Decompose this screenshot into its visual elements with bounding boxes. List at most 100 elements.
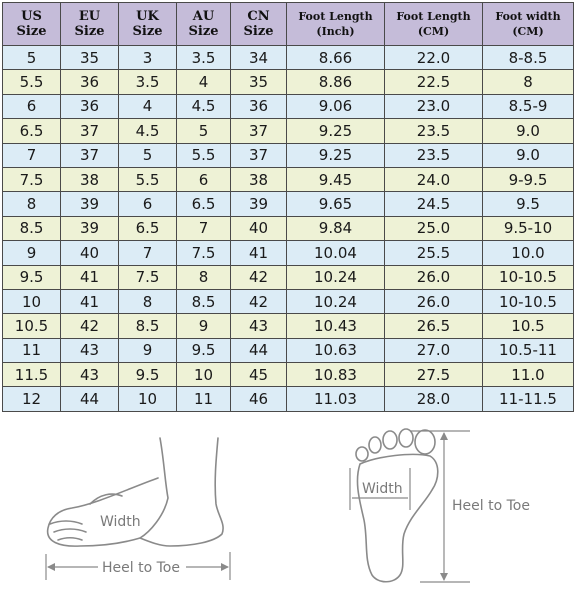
table-cell: 46 bbox=[230, 386, 287, 412]
table-cell: 39 bbox=[230, 191, 287, 217]
table-cell: 8 bbox=[176, 264, 231, 290]
table-cell: 9.65 bbox=[286, 191, 385, 217]
table-row: 12 44 10 11 46 11.03 28.0 11-11.5 bbox=[2, 386, 574, 412]
column-header-line2: (CM) bbox=[512, 25, 544, 38]
table-cell: 41 bbox=[60, 288, 119, 315]
table-cell: 41 bbox=[230, 240, 287, 266]
table-cell: 11 bbox=[2, 337, 61, 364]
table-row: 9 40 7 7.5 41 10.04 25.5 10.0 bbox=[2, 240, 574, 266]
side-toe-3 bbox=[57, 536, 83, 541]
big-toe bbox=[414, 429, 436, 455]
table-cell: 9-9.5 bbox=[482, 166, 574, 193]
table-cell: 4.5 bbox=[176, 93, 231, 120]
table-cell: 7 bbox=[118, 240, 177, 266]
table-cell: 39 bbox=[60, 191, 119, 217]
table-cell: 3.5 bbox=[176, 44, 231, 71]
column-header: Foot Length (Inch) bbox=[286, 2, 385, 46]
table-cell: 8.5 bbox=[118, 313, 177, 339]
table-cell: 10.63 bbox=[286, 337, 385, 364]
table-cell: 3.5 bbox=[118, 69, 177, 95]
table-cell: 10.04 bbox=[286, 240, 385, 266]
table-cell: 44 bbox=[230, 337, 287, 364]
column-header: US Size bbox=[2, 2, 61, 46]
size-chart-header: US Size EU Size UK Size AU Size CN Size Foot Lengt… bbox=[2, 2, 574, 46]
table-cell: 6.5 bbox=[118, 215, 177, 242]
table-cell: 6 bbox=[118, 191, 177, 217]
table-row: 11.5 43 9.5 10 45 10.83 27.5 11.0 bbox=[2, 362, 574, 388]
table-cell: 43 bbox=[60, 337, 119, 364]
table-cell: 28.0 bbox=[384, 386, 483, 412]
column-header-line1: CN bbox=[247, 9, 270, 24]
table-cell: 10.24 bbox=[286, 264, 385, 290]
table-cell: 25.5 bbox=[384, 240, 483, 266]
sole-outline bbox=[356, 453, 439, 583]
size-chart-body: 5 35 3 3.5 34 8.66 22.0 8-8.5 5.5 36 3.5 4 35 8.86 22.… bbox=[2, 44, 574, 412]
table-cell: 10.0 bbox=[482, 240, 574, 266]
table-cell: 25.0 bbox=[384, 215, 483, 242]
table-cell: 42 bbox=[60, 313, 119, 339]
table-cell: 5.5 bbox=[2, 69, 61, 95]
table-cell: 11 bbox=[176, 386, 231, 412]
table-cell: 5 bbox=[176, 118, 231, 144]
column-header-line1: EU bbox=[78, 9, 101, 24]
table-cell: 8.66 bbox=[286, 44, 385, 71]
table-cell: 24.5 bbox=[384, 191, 483, 217]
side-toe-1 bbox=[49, 520, 83, 525]
table-cell: 22.0 bbox=[384, 44, 483, 71]
table-cell: 7 bbox=[2, 142, 61, 168]
table-cell: 10.5-11 bbox=[482, 337, 574, 364]
sole-width-label: Width bbox=[362, 481, 403, 497]
sole-view-width-arrow bbox=[349, 468, 411, 510]
table-cell: 10.5 bbox=[482, 313, 574, 339]
table-cell: 40 bbox=[60, 240, 119, 266]
column-header: EU Size bbox=[60, 2, 119, 46]
table-row: 7 37 5 5.5 37 9.25 23.5 9.0 bbox=[2, 142, 574, 168]
table-cell: 8.5 bbox=[176, 288, 231, 315]
table-cell: 11.5 bbox=[2, 362, 61, 388]
table-cell: 23.0 bbox=[384, 93, 483, 120]
table-cell: 41 bbox=[60, 264, 119, 290]
table-cell: 40 bbox=[230, 215, 287, 242]
table-cell: 36 bbox=[230, 93, 287, 120]
table-cell: 8-8.5 bbox=[482, 44, 574, 71]
table-cell: 4.5 bbox=[118, 118, 177, 144]
side-toe-2 bbox=[53, 528, 87, 533]
table-cell: 39 bbox=[60, 215, 119, 242]
side-view-length-arrow bbox=[45, 552, 231, 580]
table-cell: 10.24 bbox=[286, 288, 385, 315]
table-cell: 27.5 bbox=[384, 362, 483, 388]
table-cell: 4 bbox=[176, 69, 231, 95]
table-cell: 36 bbox=[60, 93, 119, 120]
column-header: UK Size bbox=[118, 2, 177, 46]
table-cell: 7.5 bbox=[176, 240, 231, 266]
column-header-line1: Foot width bbox=[495, 10, 561, 23]
column-header-line2: Size bbox=[16, 24, 47, 39]
toe-2 bbox=[398, 428, 414, 448]
toe-3 bbox=[382, 430, 398, 450]
column-header-line2: Size bbox=[74, 24, 105, 39]
table-cell: 9.0 bbox=[482, 142, 574, 168]
table-cell: 10.5 bbox=[2, 313, 61, 339]
header-row: US Size EU Size UK Size AU Size CN Size Foot Lengt… bbox=[2, 2, 574, 46]
foot-outline-side bbox=[46, 437, 224, 547]
column-header-line1: Foot Length bbox=[298, 10, 373, 23]
side-view-foot bbox=[46, 437, 224, 547]
table-cell: 11.03 bbox=[286, 386, 385, 412]
table-cell: 5.5 bbox=[176, 142, 231, 168]
table-cell: 27.0 bbox=[384, 337, 483, 364]
table-cell: 37 bbox=[230, 118, 287, 144]
table-row: 6 36 4 4.5 36 9.06 23.0 8.5-9 bbox=[2, 93, 574, 120]
table-cell: 6.5 bbox=[2, 118, 61, 144]
table-cell: 45 bbox=[230, 362, 287, 388]
size-chart-table: US Size EU Size UK Size AU Size CN Size Foot Lengt… bbox=[2, 2, 574, 412]
column-header: Foot width (CM) bbox=[482, 2, 574, 46]
table-cell: 26.0 bbox=[384, 264, 483, 290]
side-width-label: Width bbox=[100, 514, 141, 530]
table-cell: 35 bbox=[60, 44, 119, 71]
table-cell: 43 bbox=[60, 362, 119, 388]
column-header-line2: Size bbox=[188, 24, 219, 39]
table-cell: 9 bbox=[118, 337, 177, 364]
table-cell: 12 bbox=[2, 386, 61, 412]
table-cell: 9.5 bbox=[118, 362, 177, 388]
table-cell: 6 bbox=[176, 166, 231, 193]
